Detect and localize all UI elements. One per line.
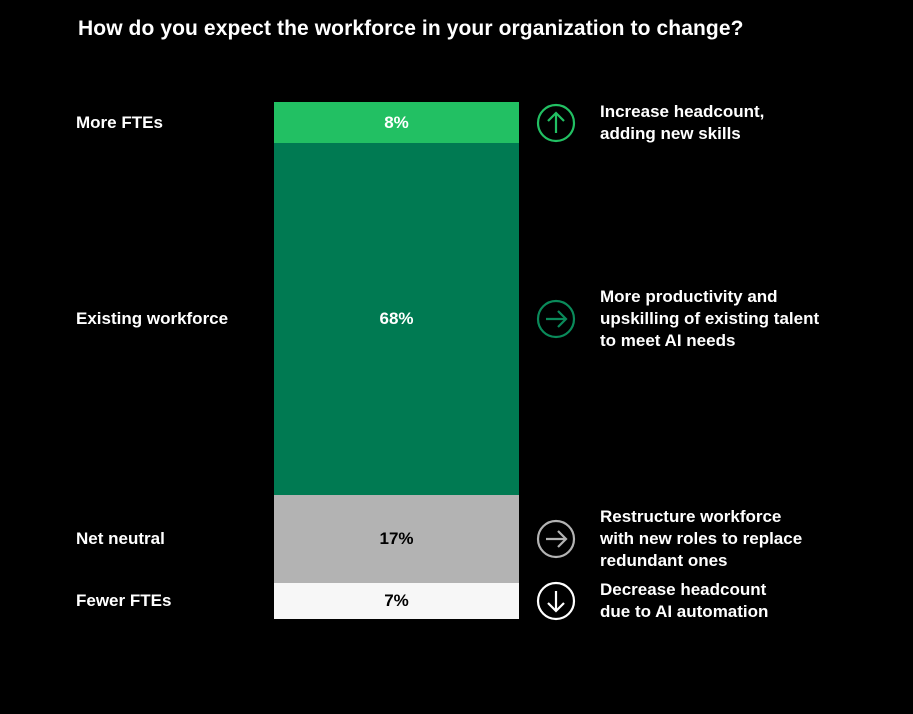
data-label: 68% <box>379 309 414 329</box>
note-text: Increase headcount, adding new skills <box>600 101 765 143</box>
bar-segment: 68% <box>274 143 519 495</box>
note-text: More productivity and upskilling of exis… <box>600 287 820 351</box>
bar-segment: 17% <box>274 494 519 583</box>
note-text: Decrease headcount due to AI automation <box>600 579 769 621</box>
bar-segment: 7% <box>274 582 519 619</box>
note-text: Restructure workforce with new roles to … <box>600 506 803 570</box>
bar-row: More FTEs 8% Increase headcount, adding ne… <box>0 101 913 144</box>
bar-row: Existing workforce 68% More productivity a… <box>0 143 913 495</box>
chart-title: How do you expect the workforce in your … <box>78 17 744 40</box>
arrow-right-circle-icon <box>536 299 576 339</box>
data-label: 8% <box>384 112 409 132</box>
category-label: Existing workforce <box>76 309 229 329</box>
arrow-down-circle-icon <box>536 581 576 621</box>
arrow-right-circle-icon <box>536 519 576 559</box>
arrow-up-circle-icon <box>536 103 576 143</box>
category-label: Net neutral <box>76 528 165 548</box>
category-label: Fewer FTEs <box>76 590 172 610</box>
bar-row: Net neutral 17% Restructure workforce with… <box>0 494 913 583</box>
data-label: 17% <box>379 528 414 548</box>
data-label: 7% <box>384 590 409 610</box>
stacked-bar-chart: More FTEs 8% Increase headcount, adding ne… <box>0 101 913 621</box>
category-label: More FTEs <box>76 112 163 132</box>
bar-row: Fewer FTEs 7% Decrease headcount due to AI… <box>0 580 913 621</box>
bar-segment: 8% <box>274 102 519 144</box>
